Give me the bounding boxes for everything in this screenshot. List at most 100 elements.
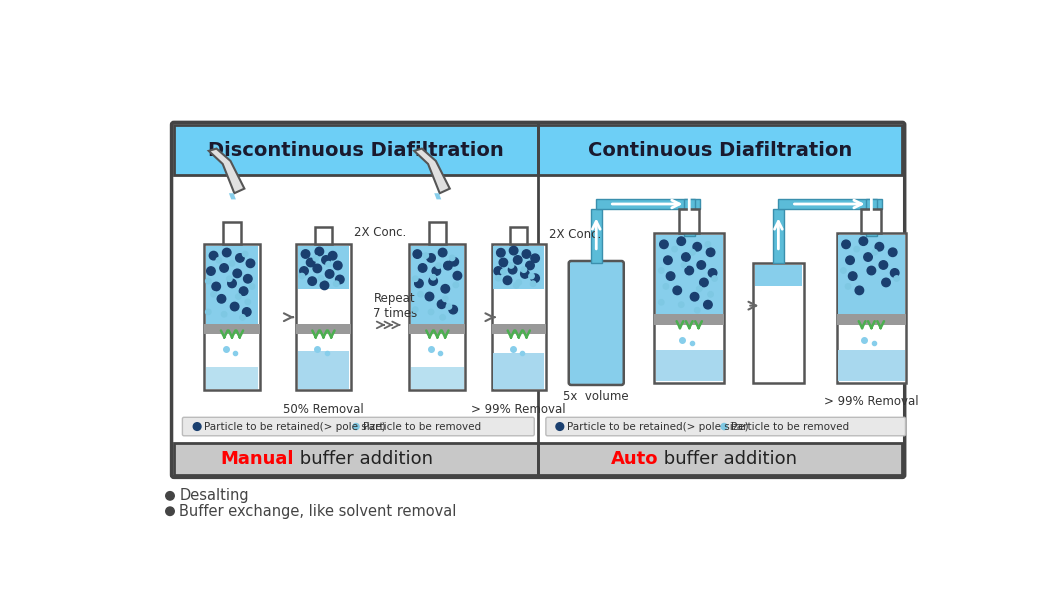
Circle shape [867, 266, 876, 275]
Text: buffer addition: buffer addition [658, 450, 797, 468]
FancyBboxPatch shape [654, 232, 724, 383]
Circle shape [249, 284, 255, 289]
Circle shape [503, 276, 511, 284]
Circle shape [243, 251, 248, 257]
Circle shape [531, 274, 540, 283]
Circle shape [428, 277, 438, 286]
Circle shape [413, 276, 418, 281]
FancyBboxPatch shape [174, 442, 538, 475]
Circle shape [440, 314, 445, 320]
Circle shape [658, 300, 664, 305]
Circle shape [690, 250, 695, 255]
Circle shape [673, 286, 681, 294]
Circle shape [301, 250, 310, 258]
Text: Particle to be removed: Particle to be removed [363, 421, 481, 431]
Circle shape [845, 284, 850, 289]
Circle shape [696, 286, 702, 291]
FancyBboxPatch shape [204, 323, 260, 335]
Circle shape [418, 264, 427, 272]
Text: > 99% Removal: > 99% Removal [471, 402, 566, 416]
Circle shape [707, 248, 715, 257]
Circle shape [313, 264, 321, 273]
Circle shape [216, 258, 222, 263]
Circle shape [513, 255, 522, 264]
Circle shape [228, 279, 236, 288]
Circle shape [855, 286, 864, 294]
Circle shape [307, 258, 315, 267]
Circle shape [423, 253, 428, 258]
Circle shape [848, 272, 857, 280]
Circle shape [246, 259, 255, 268]
Text: Particle to be retained(> pole size): Particle to be retained(> pole size) [567, 421, 749, 431]
Text: Discontinuous Diafiltration: Discontinuous Diafiltration [208, 140, 504, 160]
FancyBboxPatch shape [315, 227, 332, 244]
Circle shape [513, 283, 519, 288]
Circle shape [449, 306, 458, 314]
FancyBboxPatch shape [491, 323, 546, 335]
Text: 2X Conc.: 2X Conc. [549, 228, 602, 241]
Circle shape [315, 247, 323, 255]
Circle shape [222, 312, 227, 317]
FancyBboxPatch shape [206, 247, 258, 323]
Circle shape [530, 281, 536, 286]
Text: Particle to be retained(> pole size): Particle to be retained(> pole size) [204, 421, 385, 431]
Circle shape [664, 284, 669, 289]
Circle shape [681, 263, 687, 268]
Circle shape [206, 278, 211, 284]
Circle shape [685, 266, 693, 275]
Circle shape [508, 266, 517, 274]
Circle shape [425, 292, 434, 301]
Circle shape [841, 268, 846, 273]
FancyBboxPatch shape [494, 353, 544, 389]
Circle shape [677, 237, 686, 245]
Circle shape [217, 294, 226, 303]
Circle shape [875, 242, 884, 251]
FancyBboxPatch shape [778, 199, 882, 209]
FancyBboxPatch shape [538, 124, 902, 175]
Circle shape [235, 294, 242, 299]
Circle shape [318, 276, 323, 281]
Circle shape [704, 300, 712, 309]
Circle shape [299, 273, 304, 278]
Circle shape [313, 255, 318, 261]
Circle shape [413, 307, 418, 312]
Circle shape [864, 253, 873, 261]
Circle shape [522, 250, 530, 258]
Circle shape [428, 309, 434, 314]
Text: Buffer exchange, like solvent removal: Buffer exchange, like solvent removal [180, 504, 457, 519]
Circle shape [223, 248, 231, 257]
FancyBboxPatch shape [838, 350, 905, 381]
FancyBboxPatch shape [656, 235, 722, 314]
Circle shape [529, 273, 534, 278]
Text: Manual: Manual [220, 450, 294, 468]
Circle shape [219, 264, 228, 272]
Circle shape [664, 256, 672, 264]
Circle shape [859, 237, 867, 245]
FancyBboxPatch shape [410, 244, 465, 391]
Circle shape [320, 281, 329, 290]
Circle shape [193, 422, 201, 430]
Circle shape [842, 240, 850, 248]
Text: Desalting: Desalting [180, 489, 249, 503]
Circle shape [712, 276, 717, 281]
FancyBboxPatch shape [510, 227, 527, 244]
Circle shape [697, 261, 706, 269]
Text: Repeat
7 times: Repeat 7 times [373, 291, 417, 320]
FancyBboxPatch shape [596, 199, 700, 209]
Circle shape [454, 282, 459, 288]
Circle shape [444, 261, 453, 270]
Polygon shape [435, 194, 441, 199]
FancyBboxPatch shape [538, 442, 902, 475]
Circle shape [659, 240, 668, 248]
Circle shape [501, 269, 506, 274]
Circle shape [872, 250, 878, 255]
Circle shape [415, 279, 423, 288]
Circle shape [894, 276, 900, 281]
FancyBboxPatch shape [837, 232, 906, 383]
Circle shape [230, 302, 239, 311]
Circle shape [334, 281, 339, 286]
FancyBboxPatch shape [298, 350, 349, 389]
Circle shape [166, 491, 174, 500]
Circle shape [672, 247, 677, 252]
FancyBboxPatch shape [183, 417, 534, 436]
